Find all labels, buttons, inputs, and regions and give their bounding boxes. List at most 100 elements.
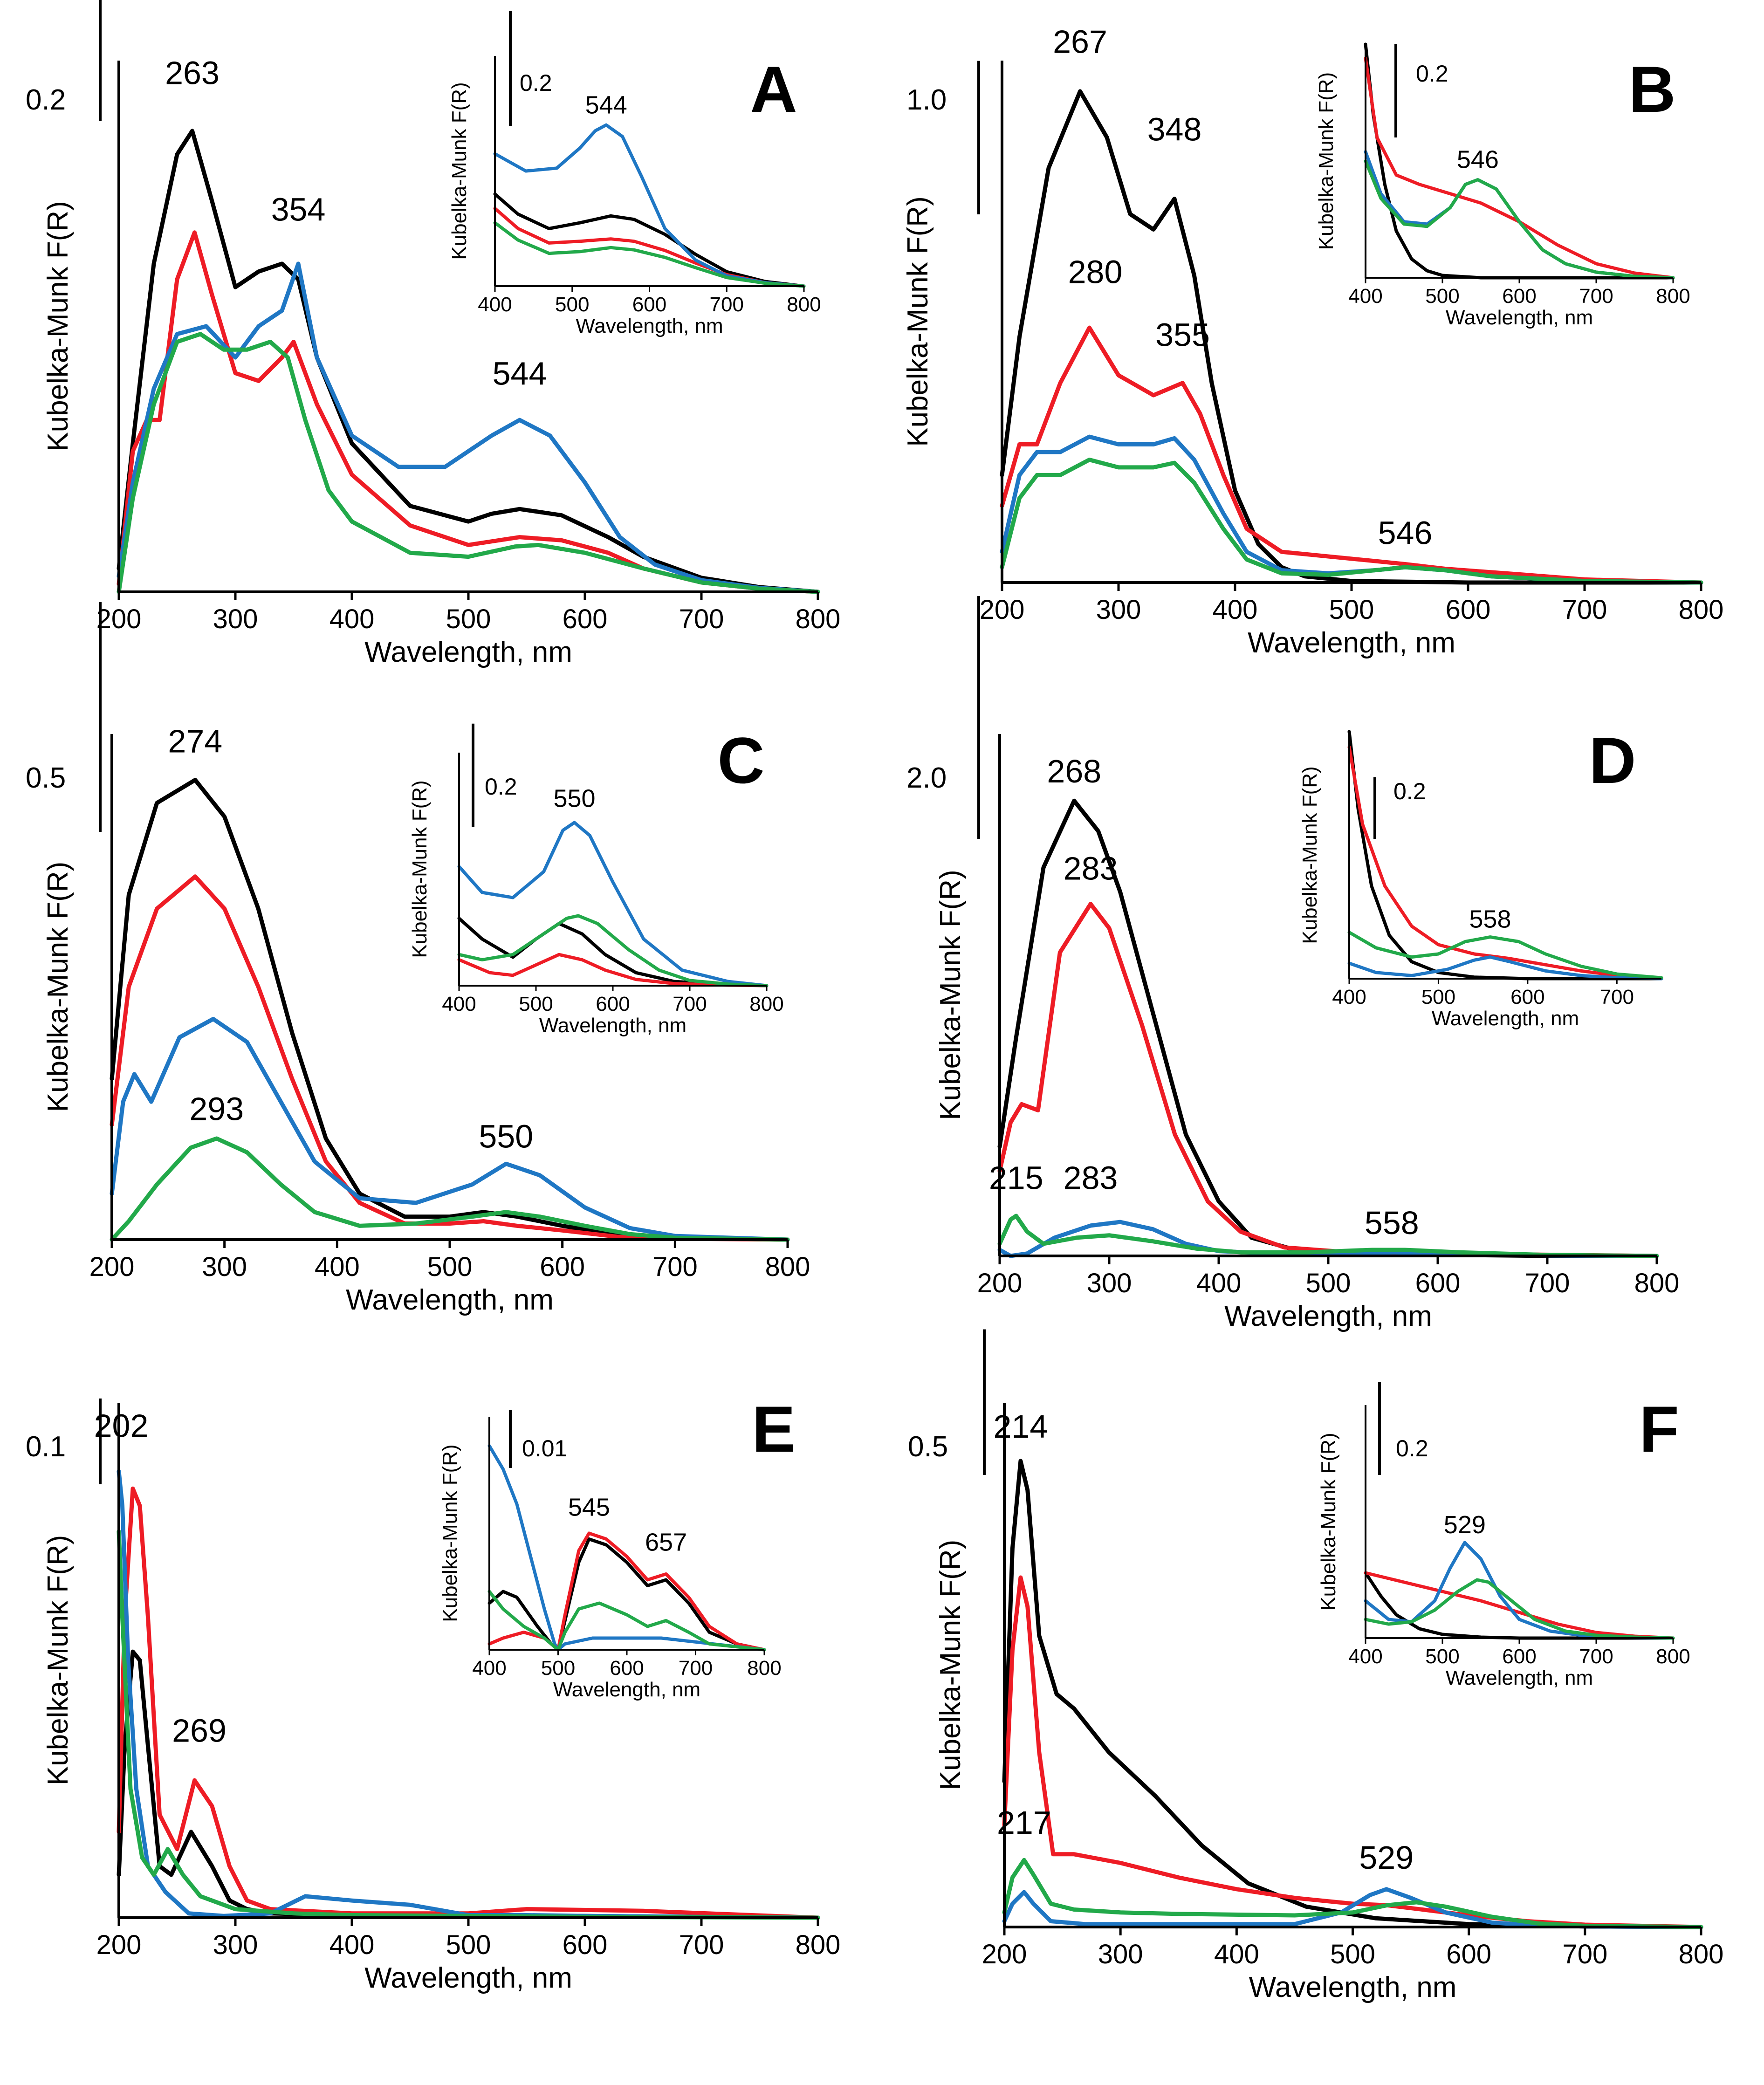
series-line-black xyxy=(487,1537,766,1652)
series-line-blue xyxy=(493,123,806,288)
x-tick-label: 200 xyxy=(96,1930,142,1960)
x-tick-label: 400 xyxy=(315,1252,360,1282)
series-line-red xyxy=(117,1486,820,1920)
x-tick-label: 600 xyxy=(563,1930,608,1960)
x-tick-label: 300 xyxy=(213,1930,258,1960)
series-line-green xyxy=(1002,1858,1703,1929)
series-line-blue xyxy=(997,1220,1659,1258)
peak-label: 354 xyxy=(271,192,326,228)
panel-letter: B xyxy=(1628,53,1675,126)
x-tick-label: 500 xyxy=(541,1657,575,1680)
x-tick-label: 200 xyxy=(89,1252,135,1282)
y-axis-label: Kubelka-Munk F(R) xyxy=(1298,766,1321,944)
x-tick-label: 300 xyxy=(202,1252,247,1282)
series-line-red xyxy=(110,874,790,1242)
peak-label: 546 xyxy=(1457,146,1499,174)
x-axis-label: Wavelength, nm xyxy=(553,1678,700,1701)
series-line-green xyxy=(487,1590,766,1652)
series-line-red xyxy=(1347,745,1663,981)
peak-label: 558 xyxy=(1365,1205,1419,1241)
peak-label: 529 xyxy=(1444,1511,1486,1539)
y-axis-label: Kubelka-Munk F(R) xyxy=(902,196,934,446)
x-axis-label: Wavelength, nm xyxy=(346,1284,554,1316)
peak-label: 348 xyxy=(1147,111,1202,147)
y-axis-label: Kubelka-Munk F(R) xyxy=(934,1540,967,1790)
scale-bar-label: 0.5 xyxy=(26,762,66,794)
peak-label: 550 xyxy=(479,1118,533,1155)
x-tick-label: 500 xyxy=(427,1252,473,1282)
x-tick-label: 800 xyxy=(747,1657,781,1680)
x-tick-label: 600 xyxy=(563,604,608,634)
panel-letter: F xyxy=(1639,1392,1679,1466)
scale-bar-label: 0.2 xyxy=(1393,778,1426,804)
x-tick-label: 700 xyxy=(679,1657,713,1680)
x-tick-label: 500 xyxy=(1425,1645,1459,1668)
series-line-red xyxy=(1002,1575,1703,1929)
panel-c-inset: 400 500 600 700 800 Wavelength, nm Kubelka-Mun… xyxy=(408,723,784,1037)
series-line-blue xyxy=(457,821,769,988)
x-axis-label: Wavelength, nm xyxy=(1249,1971,1457,2003)
panel-b: 200 300 400 500 600 700 800 Wavelength, nm Kubel… xyxy=(902,24,1723,659)
series-line-black xyxy=(110,778,790,1242)
x-axis-label: Wavelength, nm xyxy=(1224,1300,1432,1332)
x-tick-label: 600 xyxy=(610,1657,644,1680)
x-tick-label: 500 xyxy=(446,1930,491,1960)
scale-bar-label: 0.2 xyxy=(26,84,66,116)
x-axis-label: Wavelength, nm xyxy=(1446,1667,1593,1689)
x-tick-label: 400 xyxy=(1332,986,1366,1008)
panel-a: 200 300 400 500 600 700 800 Wavelength, nm Kubel… xyxy=(26,0,840,668)
scale-bar-label: 0.1 xyxy=(26,1431,66,1463)
x-tick-label: 800 xyxy=(787,293,821,316)
series-line-blue xyxy=(110,1017,790,1242)
x-tick-label: 400 xyxy=(1348,1645,1382,1668)
series-line-green xyxy=(110,1136,790,1242)
panel-b-inset: 400 500 600 700 800 Wavelength, nm Kubelka-Mun… xyxy=(1315,42,1690,329)
x-tick-label: 200 xyxy=(977,1268,1023,1298)
scale-bar-label: 0.2 xyxy=(520,70,552,96)
panel-d-inset: 400 500 600 700 Wavelength, nm Kubelka-Munk F… xyxy=(1298,730,1663,1030)
x-axis-label: Wavelength, nm xyxy=(1446,306,1593,329)
x-tick-label: 500 xyxy=(519,993,553,1015)
x-tick-label: 600 xyxy=(1502,1645,1536,1668)
series-line-green xyxy=(1364,159,1675,280)
x-tick-label: 800 xyxy=(765,1252,810,1282)
x-tick-label: 300 xyxy=(1087,1268,1132,1298)
x-tick-label: 700 xyxy=(710,293,744,316)
series-line-green xyxy=(1364,1578,1675,1640)
x-tick-label: 500 xyxy=(1306,1268,1351,1298)
y-axis-label: Kubelka-Munk F(R) xyxy=(408,780,431,958)
series-line-red xyxy=(487,1531,766,1652)
x-tick-label: 700 xyxy=(1562,595,1607,625)
series-line-red xyxy=(1000,325,1703,585)
peak-label: 215 xyxy=(989,1160,1043,1196)
panel-letter: E xyxy=(752,1392,795,1466)
x-tick-label: 700 xyxy=(652,1252,698,1282)
peak-label: 217 xyxy=(997,1804,1051,1841)
x-tick-label: 200 xyxy=(982,1939,1027,1969)
x-tick-label: 500 xyxy=(446,604,491,634)
x-tick-label: 600 xyxy=(596,993,630,1015)
x-tick-label: 200 xyxy=(96,604,142,634)
x-tick-label: 700 xyxy=(679,604,724,634)
series-line-blue xyxy=(487,1444,766,1652)
x-tick-label: 700 xyxy=(1579,1645,1613,1668)
series-line-green xyxy=(117,1529,820,1920)
x-axis-label: Wavelength, nm xyxy=(1432,1007,1579,1030)
x-tick-label: 400 xyxy=(472,1657,506,1680)
x-tick-label: 400 xyxy=(329,1930,375,1960)
peak-label: 550 xyxy=(553,785,595,813)
x-tick-label: 400 xyxy=(329,604,375,634)
panel-letter: A xyxy=(750,53,797,126)
series-line-green xyxy=(1347,931,1663,980)
scale-bar-label: 0.2 xyxy=(485,774,517,800)
series-line-red xyxy=(493,206,806,288)
series-line-blue xyxy=(1347,955,1663,981)
x-axis-label: Wavelength, nm xyxy=(364,636,572,668)
peak-label: 558 xyxy=(1469,905,1511,933)
series-line-black xyxy=(1364,42,1675,280)
x-tick-label: 800 xyxy=(1634,1268,1680,1298)
y-axis-label: Kubelka-Munk F(R) xyxy=(934,870,967,1120)
y-axis-label: Kubelka-Munk F(R) xyxy=(1317,1433,1340,1610)
series-line-green xyxy=(117,332,820,594)
x-tick-label: 500 xyxy=(1330,1939,1375,1969)
